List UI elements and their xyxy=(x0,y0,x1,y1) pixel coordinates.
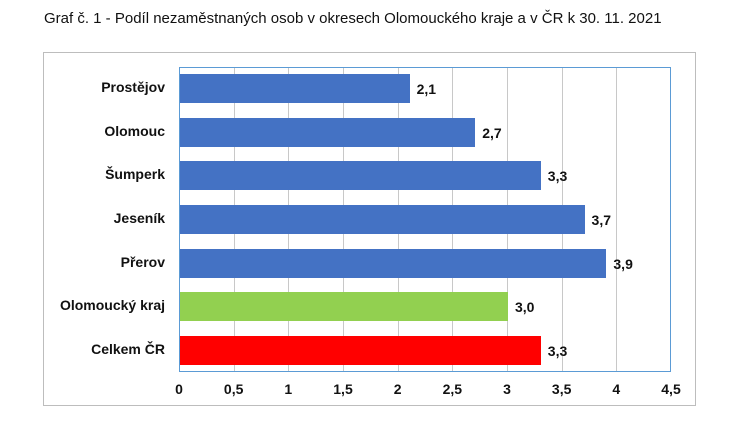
bar xyxy=(180,74,410,104)
x-tick-label: 2 xyxy=(393,381,402,397)
x-tick-label: 2,5 xyxy=(442,381,463,397)
x-tick-label: 3,5 xyxy=(551,381,572,397)
chart-frame xyxy=(43,52,696,406)
bar xyxy=(180,205,585,234)
x-tick-label: 4 xyxy=(612,381,621,397)
value-label: 2,1 xyxy=(416,81,437,98)
category-label: Prostějov xyxy=(101,79,165,96)
x-tick-label: 1,5 xyxy=(333,381,353,397)
category-label: Přerov xyxy=(120,253,165,270)
bar xyxy=(180,161,541,191)
value-label: 3,9 xyxy=(613,255,633,272)
category-label: Olomouc xyxy=(104,122,165,139)
value-label: 2,7 xyxy=(482,124,502,141)
value-label: 3,7 xyxy=(591,212,611,228)
value-label: 3,3 xyxy=(547,342,568,359)
category-label: Celkem ČR xyxy=(91,340,165,357)
chart-title: Graf č. 1 - Podíl nezaměstnaných osob v … xyxy=(44,10,662,27)
value-label: 3,0 xyxy=(515,299,535,316)
plot-area xyxy=(179,67,671,372)
category-label: Olomoucký kraj xyxy=(59,297,165,314)
bar xyxy=(180,117,476,147)
x-tick-label: 1 xyxy=(284,381,293,397)
bar xyxy=(180,292,508,322)
category-label: Šumperk xyxy=(105,166,165,183)
gridline xyxy=(616,68,618,371)
category-label: Jeseník xyxy=(113,210,165,226)
x-tick-label: 0,5 xyxy=(223,381,244,397)
x-tick-label: 4,5 xyxy=(661,381,681,397)
bar xyxy=(180,335,541,365)
bar xyxy=(180,248,607,278)
x-tick-label: 0 xyxy=(175,381,183,397)
x-tick-label: 3 xyxy=(503,381,511,397)
value-label: 3,3 xyxy=(547,168,568,185)
